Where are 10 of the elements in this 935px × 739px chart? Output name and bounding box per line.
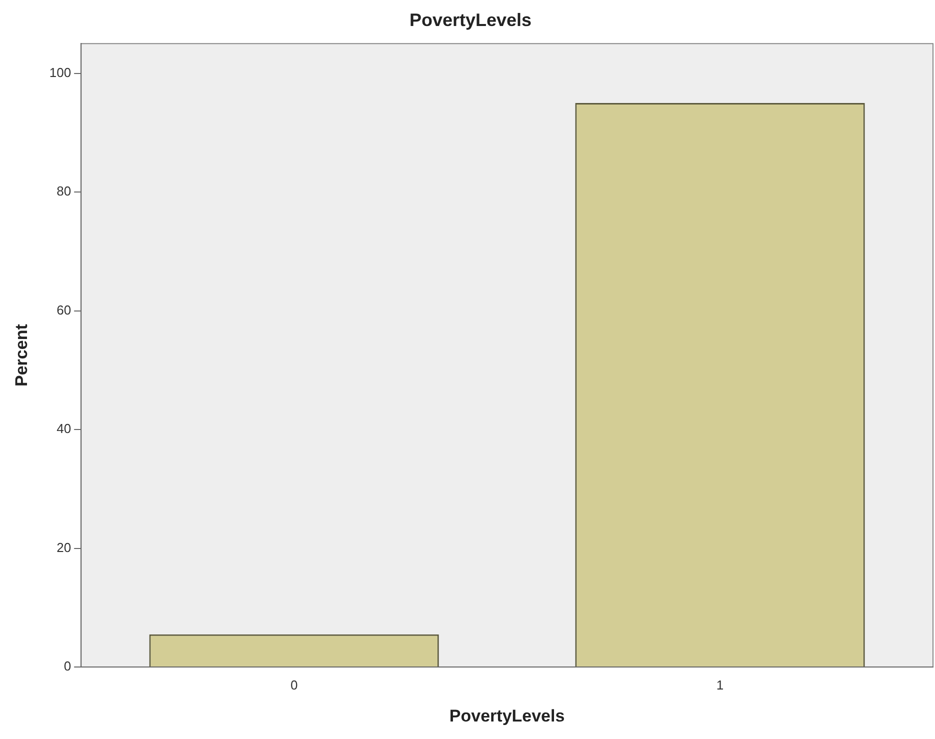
y-tick-label: 40 — [56, 421, 72, 436]
y-tick-label: 60 — [56, 302, 72, 318]
y-tick-label: 0 — [64, 658, 72, 674]
chart-title: PovertyLevels — [409, 10, 532, 30]
x-tick-label: 1 — [716, 677, 724, 692]
y-tick-label: 100 — [49, 64, 72, 80]
y-axis-title: Percent — [12, 324, 31, 386]
y-tick-label: 80 — [56, 184, 72, 199]
y-tick-label: 20 — [56, 540, 72, 555]
x-axis-title: PovertyLevels — [449, 706, 565, 726]
